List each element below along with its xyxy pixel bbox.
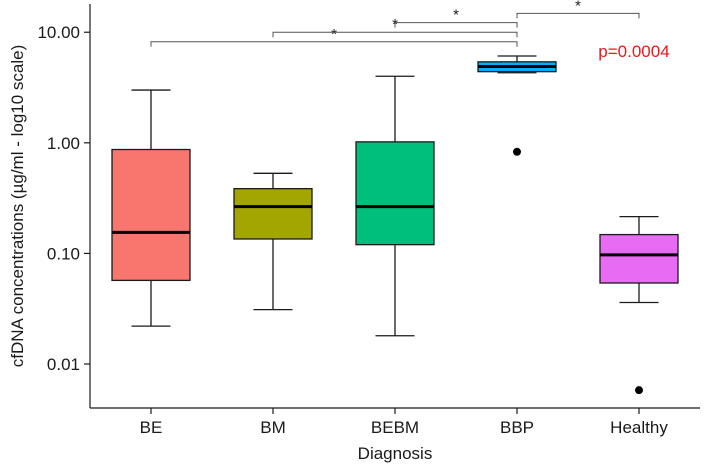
iqr-box <box>355 141 435 246</box>
x-tick-label: Healthy <box>610 418 668 437</box>
significance-bracket: * <box>394 7 518 28</box>
iqr-box <box>111 148 191 282</box>
outlier-point <box>635 386 643 395</box>
x-tick-label: BM <box>260 418 286 437</box>
y-tick-label: 1.00 <box>47 134 80 153</box>
p-value-label: p=0.0004 <box>598 42 669 61</box>
significance-star: * <box>575 0 581 14</box>
iqr-box <box>599 233 679 284</box>
box-bm <box>233 172 313 311</box>
box-healthy <box>599 215 679 395</box>
y-tick-label: 10.00 <box>37 23 80 42</box>
bracket-line <box>516 12 640 19</box>
bracket-line <box>394 22 518 28</box>
bracket-line <box>272 31 518 38</box>
y-tick-label: 0.01 <box>47 355 80 374</box>
x-tick-label: BEBM <box>371 418 419 437</box>
significance-star: * <box>453 7 459 24</box>
bracket-line <box>150 41 518 47</box>
significance-bracket: * <box>516 0 640 19</box>
outlier-point <box>513 147 521 156</box>
box-bebm <box>355 75 435 337</box>
iqr-box <box>233 188 313 240</box>
x-tick-label: BBP <box>500 418 534 437</box>
y-axis-title: cfDNA concentrations (µg/ml - log10 scal… <box>8 45 27 368</box>
axes <box>89 4 700 409</box>
box-bbp <box>477 55 557 156</box>
box-be <box>111 89 191 327</box>
significance-bracket: * <box>150 26 518 47</box>
x-axis-title: Diagnosis <box>358 444 433 463</box>
significance-star: * <box>331 26 337 43</box>
y-tick-label: 0.10 <box>47 244 80 263</box>
x-tick-label: BE <box>140 418 163 437</box>
